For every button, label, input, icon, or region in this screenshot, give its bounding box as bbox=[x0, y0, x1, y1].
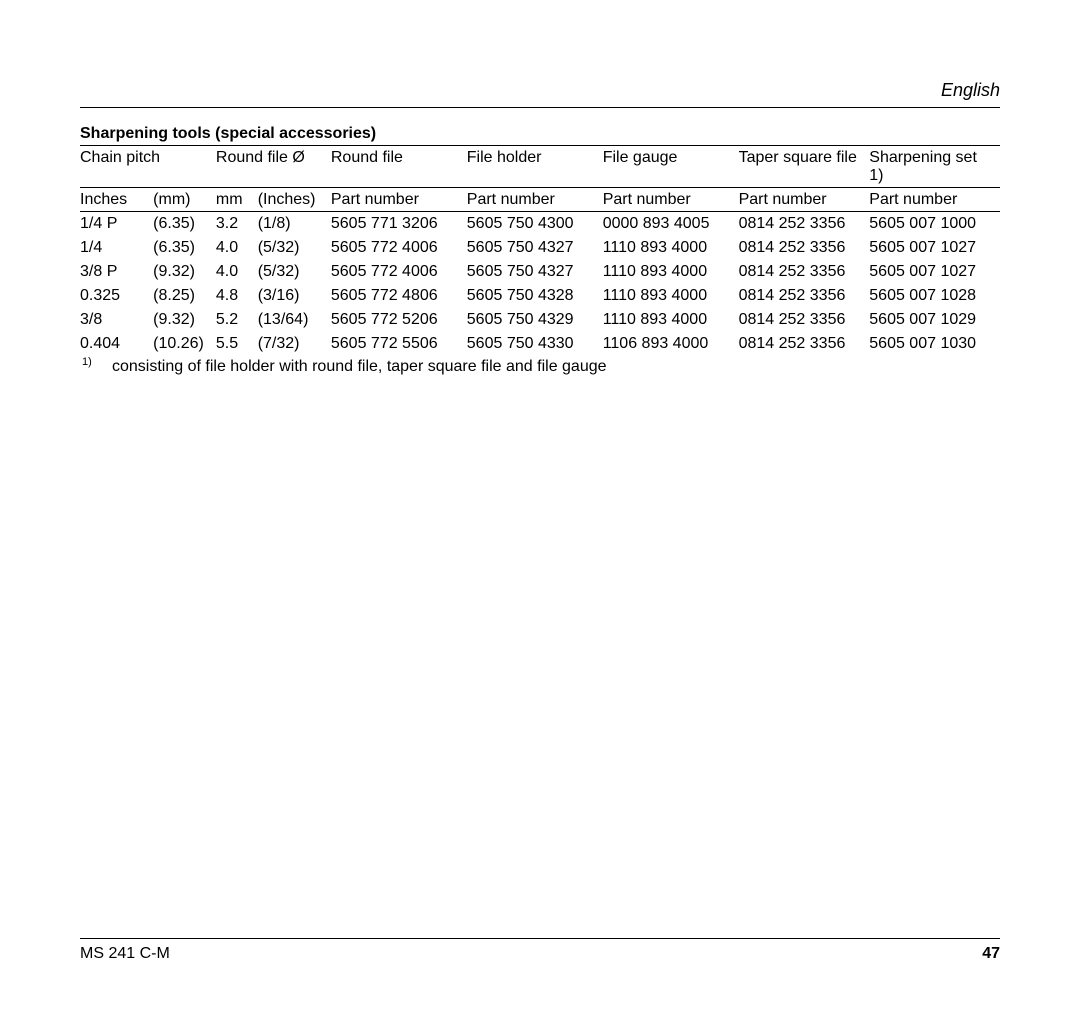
col-sharpening-set: Sharpening set 1) bbox=[869, 146, 1000, 188]
table-row: 3/8(9.32)5.2(13/64)5605 772 52065605 750… bbox=[80, 308, 1000, 332]
table-cell: 5605 007 1028 bbox=[869, 284, 1000, 308]
table-cell: (8.25) bbox=[153, 284, 216, 308]
col-round-file: Round file bbox=[331, 146, 467, 188]
table-cell: (7/32) bbox=[258, 332, 331, 356]
table-cell: 5605 772 5206 bbox=[331, 308, 467, 332]
table-cell: 5605 771 3206 bbox=[331, 212, 467, 237]
footer-model: MS 241 C-M bbox=[80, 945, 170, 962]
footnote: 1)consisting of file holder with round f… bbox=[80, 358, 1000, 376]
table-cell: 1/4 bbox=[80, 236, 153, 260]
unit-mm: (mm) bbox=[153, 188, 216, 212]
table-cell: 1/4 P bbox=[80, 212, 153, 237]
unit-pn-2: Part number bbox=[467, 188, 603, 212]
footnote-text: consisting of file holder with round fil… bbox=[112, 358, 607, 375]
sharpening-table: Sharpening tools (special accessories) C… bbox=[80, 122, 1000, 356]
table-cell: 5.5 bbox=[216, 332, 258, 356]
table-cell: 0.404 bbox=[80, 332, 153, 356]
table-cell: 0000 893 4005 bbox=[603, 212, 739, 237]
table-cell: (9.32) bbox=[153, 308, 216, 332]
page: English Sharpening tools (special access… bbox=[0, 0, 1080, 1033]
table-cell: 5605 772 4006 bbox=[331, 260, 467, 284]
table-cell: (6.35) bbox=[153, 236, 216, 260]
table-cell: 5605 772 4006 bbox=[331, 236, 467, 260]
table-cell: 5605 007 1027 bbox=[869, 260, 1000, 284]
unit-dia-inches: (Inches) bbox=[258, 188, 331, 212]
table-row: 0.404(10.26)5.5(7/32)5605 772 55065605 7… bbox=[80, 332, 1000, 356]
table-row: 3/8 P(9.32)4.0(5/32)5605 772 40065605 75… bbox=[80, 260, 1000, 284]
table-cell: (10.26) bbox=[153, 332, 216, 356]
table-cell: 0814 252 3356 bbox=[739, 332, 870, 356]
table-cell: 0814 252 3356 bbox=[739, 308, 870, 332]
table-row: 1/4(6.35)4.0(5/32)5605 772 40065605 750 … bbox=[80, 236, 1000, 260]
unit-dia-mm: mm bbox=[216, 188, 258, 212]
table-cell: 5605 007 1027 bbox=[869, 236, 1000, 260]
col-chain-pitch: Chain pitch bbox=[80, 146, 216, 188]
table-title: Sharpening tools (special accessories) bbox=[80, 122, 1000, 146]
table-title-row: Sharpening tools (special accessories) bbox=[80, 122, 1000, 146]
unit-pn-1: Part number bbox=[331, 188, 467, 212]
table-cell: 3/8 bbox=[80, 308, 153, 332]
table-group-row: Chain pitch Round file Ø Round file File… bbox=[80, 146, 1000, 188]
table-cell: 3.2 bbox=[216, 212, 258, 237]
table-cell: 5605 750 4327 bbox=[467, 260, 603, 284]
col-file-gauge: File gauge bbox=[603, 146, 739, 188]
unit-pn-5: Part number bbox=[869, 188, 1000, 212]
table-cell: 5605 007 1000 bbox=[869, 212, 1000, 237]
table-row: 0.325(8.25)4.8(3/16)5605 772 48065605 75… bbox=[80, 284, 1000, 308]
table-cell: 0.325 bbox=[80, 284, 153, 308]
unit-pn-3: Part number bbox=[603, 188, 739, 212]
table-cell: 1106 893 4000 bbox=[603, 332, 739, 356]
col-round-file-dia: Round file Ø bbox=[216, 146, 331, 188]
table-row: 1/4 P(6.35)3.2(1/8)5605 771 32065605 750… bbox=[80, 212, 1000, 237]
table-cell: 0814 252 3356 bbox=[739, 236, 870, 260]
table-cell: 5605 772 5506 bbox=[331, 332, 467, 356]
table-cell: 5605 772 4806 bbox=[331, 284, 467, 308]
table-cell: 4.0 bbox=[216, 260, 258, 284]
page-footer: MS 241 C-M 47 bbox=[80, 938, 1000, 963]
top-rule bbox=[80, 107, 1000, 108]
table-cell: 4.0 bbox=[216, 236, 258, 260]
table-cell: 5605 750 4329 bbox=[467, 308, 603, 332]
table-cell: (1/8) bbox=[258, 212, 331, 237]
table-cell: 0814 252 3356 bbox=[739, 212, 870, 237]
table-unit-row: Inches (mm) mm (Inches) Part number Part… bbox=[80, 188, 1000, 212]
col-file-holder: File holder bbox=[467, 146, 603, 188]
language-label: English bbox=[80, 80, 1000, 101]
table-cell: 0814 252 3356 bbox=[739, 284, 870, 308]
table-cell: 5605 750 4300 bbox=[467, 212, 603, 237]
table-cell: 1110 893 4000 bbox=[603, 284, 739, 308]
col-taper-file: Taper square file bbox=[739, 146, 870, 188]
table-cell: (9.32) bbox=[153, 260, 216, 284]
table-cell: 5605 007 1030 bbox=[869, 332, 1000, 356]
table-cell: (13/64) bbox=[258, 308, 331, 332]
table-cell: (5/32) bbox=[258, 260, 331, 284]
table-cell: 5605 750 4328 bbox=[467, 284, 603, 308]
table-cell: (6.35) bbox=[153, 212, 216, 237]
unit-inches: Inches bbox=[80, 188, 153, 212]
table-cell: 5605 750 4327 bbox=[467, 236, 603, 260]
table-cell: 4.8 bbox=[216, 284, 258, 308]
unit-pn-4: Part number bbox=[739, 188, 870, 212]
table-cell: 5605 750 4330 bbox=[467, 332, 603, 356]
table-cell: 1110 893 4000 bbox=[603, 260, 739, 284]
table-cell: (5/32) bbox=[258, 236, 331, 260]
footnote-marker: 1) bbox=[80, 356, 112, 368]
table-cell: 1110 893 4000 bbox=[603, 236, 739, 260]
footer-page-number: 47 bbox=[982, 945, 1000, 963]
table-cell: (3/16) bbox=[258, 284, 331, 308]
table-cell: 0814 252 3356 bbox=[739, 260, 870, 284]
table-cell: 5605 007 1029 bbox=[869, 308, 1000, 332]
table-cell: 3/8 P bbox=[80, 260, 153, 284]
table-cell: 5.2 bbox=[216, 308, 258, 332]
table-cell: 1110 893 4000 bbox=[603, 308, 739, 332]
